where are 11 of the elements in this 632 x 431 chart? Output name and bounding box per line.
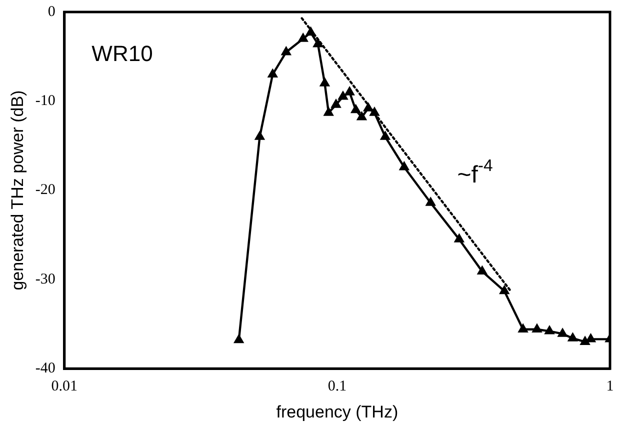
y-axis-title: generated THz power (dB)	[8, 90, 27, 290]
x-tick-label: 0.1	[328, 378, 347, 395]
y-tick-label: -10	[35, 93, 56, 110]
y-tick-label: 0	[48, 4, 56, 20]
x-tick-label: 0.01	[51, 378, 78, 395]
x-axis-title: frequency (THz)	[276, 402, 398, 422]
y-tick-label: -30	[35, 271, 56, 288]
y-tick-label: -20	[35, 182, 56, 198]
x-tick-label: 1	[606, 378, 614, 395]
y-tick-label: -40	[35, 360, 56, 377]
annotation: WR10	[92, 40, 153, 66]
